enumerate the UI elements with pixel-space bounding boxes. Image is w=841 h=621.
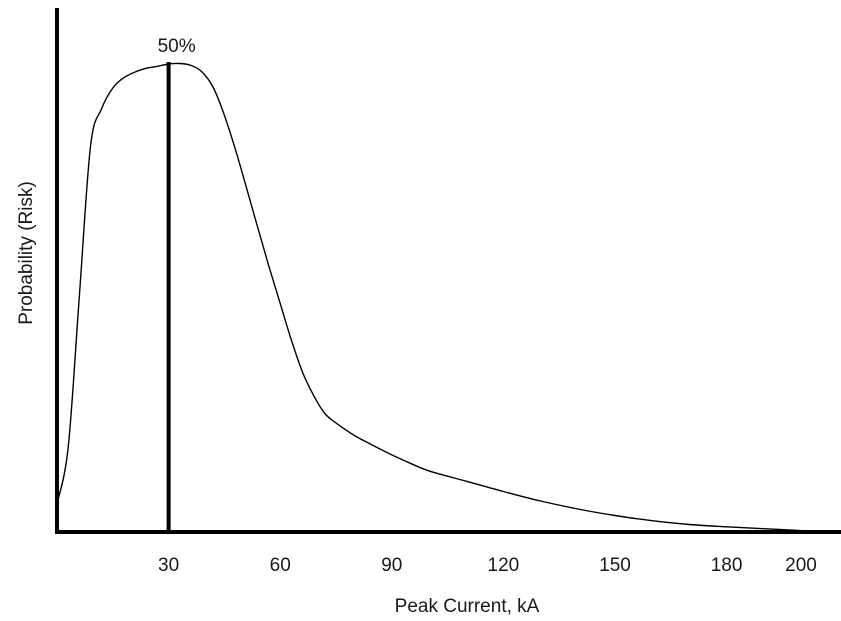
plot-area bbox=[55, 8, 841, 534]
x-axis-label: Peak Current, kA bbox=[395, 596, 540, 617]
x-tick-label: 180 bbox=[711, 555, 743, 576]
x-tick-label: 150 bbox=[599, 555, 631, 576]
x-tick-label: 60 bbox=[270, 555, 291, 576]
x-tick-labels: 30 60 90 120 150 180 200 bbox=[158, 555, 817, 576]
median-annotation: 50% bbox=[158, 36, 196, 57]
probability-curve bbox=[56, 62, 828, 533]
x-tick-label: 200 bbox=[785, 555, 817, 576]
x-tick-label: 30 bbox=[158, 555, 179, 576]
y-axis-label: Probability (Risk) bbox=[16, 181, 37, 325]
x-tick-label: 90 bbox=[381, 555, 402, 576]
x-tick-label: 120 bbox=[488, 555, 520, 576]
